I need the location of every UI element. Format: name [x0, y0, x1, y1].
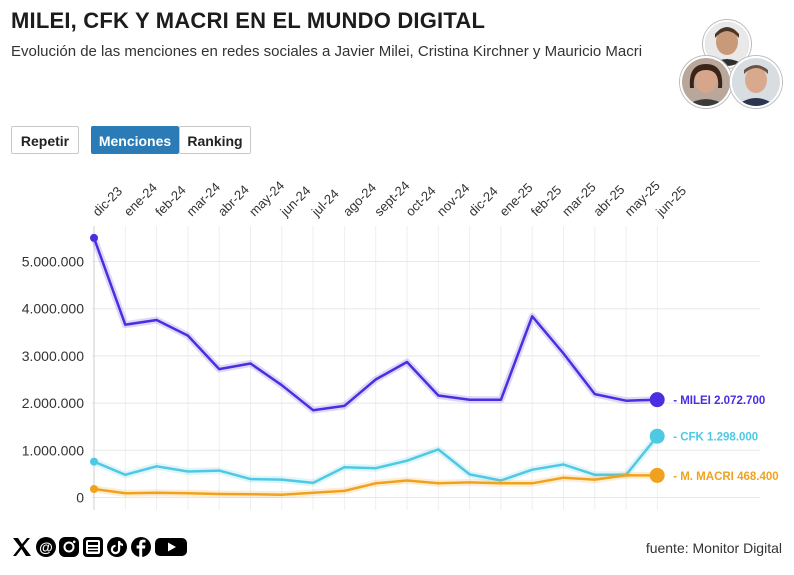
y-tick-label: 1.000.000	[22, 442, 84, 458]
series-line	[92, 434, 659, 485]
series-end-point	[649, 392, 665, 408]
series-start-point	[90, 457, 98, 466]
person-icon	[682, 58, 730, 106]
x-tick-label: mar-25	[559, 179, 599, 219]
series-end-label: - M. MACRI 468.400	[673, 471, 778, 483]
y-tick-label: 5.000.000	[22, 254, 84, 270]
x-tick-label: ago-24	[340, 180, 379, 219]
youtube-icon[interactable]	[154, 536, 188, 558]
x-tick-label: nov-24	[434, 180, 473, 219]
tiktok-icon[interactable]	[106, 536, 128, 558]
series-line	[92, 236, 659, 412]
series-end-label: - MILEI 2.072.700	[673, 395, 765, 407]
y-tick-label: 0	[76, 490, 84, 506]
portrait-kirchner	[680, 56, 732, 108]
x-tick-label: dic-23	[90, 183, 126, 219]
x-tick-label: feb-24	[152, 182, 189, 219]
series-start-point	[90, 233, 98, 242]
portrait-group	[676, 20, 786, 108]
series-end-point	[649, 467, 665, 483]
facebook-icon[interactable]	[130, 536, 152, 558]
x-tick-label: dic-24	[465, 183, 501, 219]
replay-button[interactable]: Repetir	[11, 126, 79, 154]
threads-icon[interactable]: @	[35, 536, 57, 558]
y-tick-label: 4.000.000	[22, 301, 84, 317]
tab-mentions[interactable]: Menciones	[91, 126, 179, 154]
person-icon	[732, 58, 780, 106]
tab-ranking[interactable]: Ranking	[179, 126, 251, 154]
chart-title: MILEI, CFK Y MACRI EN EL MUNDO DIGITAL	[11, 8, 486, 33]
instagram-icon[interactable]	[58, 536, 80, 558]
line-chart: 0 1.000.000 2.000.000 3.000.000 4.000.000 5.0…	[22, 178, 779, 510]
y-tick-label: 2.000.000	[22, 395, 84, 411]
y-tick-label: 3.000.000	[22, 348, 84, 364]
source-note: fuente: Monitor Digital	[645, 540, 782, 556]
portrait-macri	[730, 56, 782, 108]
series-end-point	[649, 428, 665, 444]
x-tick-label: feb-25	[528, 182, 565, 219]
chart-subtitle: Evolución de las menciones en redes soci…	[11, 43, 643, 60]
x-icon[interactable]	[11, 536, 33, 558]
series-end-label: - CFK 1.298.000	[673, 432, 758, 444]
x-tick-label: ene-24	[121, 180, 160, 219]
svg-text:@: @	[39, 539, 53, 555]
x-tick-label: ene-25	[496, 180, 535, 219]
news-icon[interactable]	[82, 536, 104, 558]
x-tick-label: jul-24	[308, 186, 342, 220]
series-line	[92, 474, 659, 496]
x-tick-label: mar-24	[183, 179, 223, 219]
series-start-point	[90, 485, 98, 494]
